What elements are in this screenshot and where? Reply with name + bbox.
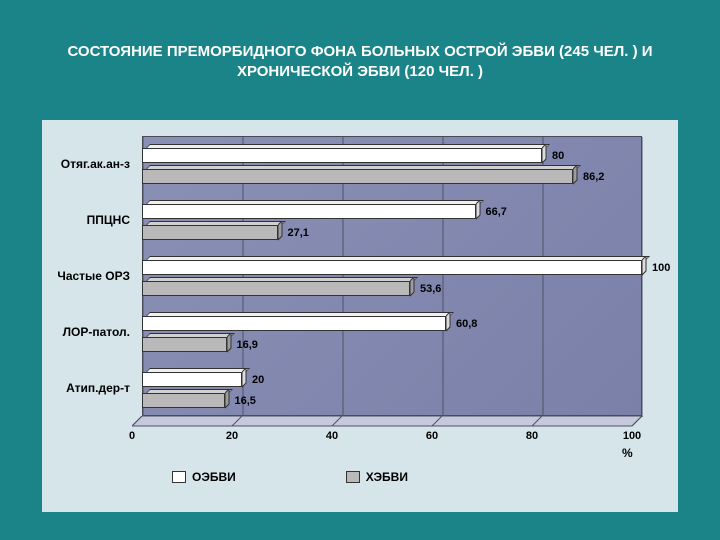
value-label: 53,6: [420, 283, 441, 295]
x-axis-unit: %: [622, 446, 633, 460]
value-label: 66,7: [486, 206, 507, 218]
legend-label-b: ХЭБВИ: [366, 470, 408, 484]
x-tick: 80: [526, 430, 538, 442]
x-tick: 40: [326, 430, 338, 442]
value-label: 20: [252, 374, 264, 386]
chart-floor: [132, 416, 652, 426]
legend-swatch-b: [346, 471, 360, 483]
category-label: Частые ОРЗ: [57, 269, 130, 283]
x-tick: 100: [623, 430, 641, 442]
x-axis-ticks: 0 20 40 60 80 100: [132, 430, 652, 446]
category-label: ЛОР-патол.: [63, 325, 130, 339]
x-tick: 60: [426, 430, 438, 442]
chart-panel: 80 86,2 66,7 27,1 100 53,6 60,8 16,9 20 16,5 Отяг…: [42, 120, 678, 512]
value-label: 16,9: [237, 339, 258, 351]
x-tick: 0: [129, 430, 135, 442]
x-tick: 20: [226, 430, 238, 442]
y-axis-labels: Отяг.ак.ан-з ППЦНС Частые ОРЗ ЛОР-патол. Ати…: [42, 136, 136, 416]
legend-item-b: ХЭБВИ: [346, 470, 408, 484]
category-label: Отяг.ак.ан-з: [61, 157, 130, 171]
plot-area: 8086,266,727,110053,660,816,92016,5: [142, 136, 652, 426]
value-label: 80: [552, 150, 564, 162]
value-label: 27,1: [288, 227, 309, 239]
legend-item-a: ОЭБВИ: [172, 470, 236, 484]
bars-container: 8086,266,727,110053,660,816,92016,5: [142, 136, 642, 416]
legend: ОЭБВИ ХЭБВИ: [172, 464, 572, 490]
category-label: Атип.дер-т: [66, 381, 130, 395]
value-label: 100: [652, 262, 670, 274]
slide-title: СОСТОЯНИЕ ПРЕМОРБИДНОГО ФОНА БОЛЬНЫХ ОСТ…: [60, 42, 660, 83]
category-label: ППЦНС: [87, 213, 130, 227]
value-label: 16,5: [235, 395, 256, 407]
legend-swatch-a: [172, 471, 186, 483]
legend-label-a: ОЭБВИ: [192, 470, 236, 484]
value-label: 60,8: [456, 318, 477, 330]
value-label: 86,2: [583, 171, 604, 183]
